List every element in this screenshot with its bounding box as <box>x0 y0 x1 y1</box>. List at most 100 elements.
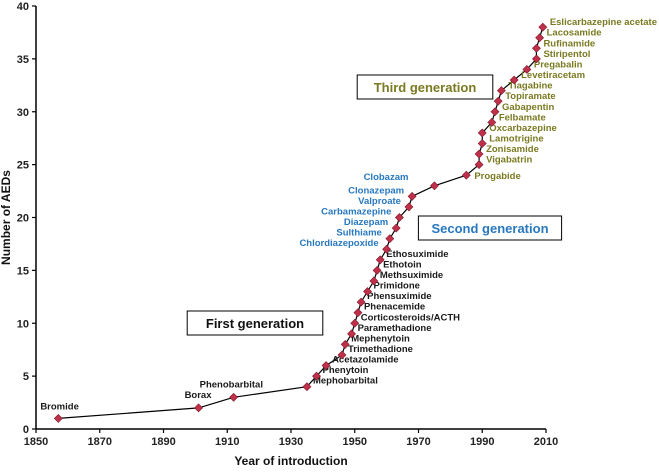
data-point-marker <box>312 371 321 381</box>
data-point-label: Paramethadione <box>358 323 432 334</box>
generation-label: Second generation <box>431 221 548 236</box>
data-point-marker <box>461 170 471 180</box>
data-point-label: Clonazepam <box>348 185 404 196</box>
data-point-marker <box>490 107 500 117</box>
data-point-label: Chlordiazepoxide <box>299 238 378 249</box>
data-point-label: Acetazolamide <box>332 355 399 366</box>
data-point-label: Phenytoin <box>323 365 369 376</box>
x-tick-label: 2010 <box>534 436 558 448</box>
generation-label: First generation <box>206 316 304 331</box>
data-point-marker <box>394 213 404 222</box>
data-point-label: Pregabalin <box>534 59 583 70</box>
generation-annotation: Second generation <box>417 215 563 241</box>
data-point-label: Lacosamide <box>547 28 602 39</box>
data-point-label: Ethotoin <box>383 259 422 270</box>
x-axis-title: Year of introduction <box>234 454 347 468</box>
data-point-marker <box>194 403 203 413</box>
data-point-label: Valproate <box>358 196 401 207</box>
y-tick-label: 0 <box>23 424 29 436</box>
data-point-label: Corticosteroids/ACTH <box>361 312 460 323</box>
data-point-label: Zonisamide <box>486 144 539 155</box>
data-point-marker <box>407 191 417 201</box>
data-point-marker <box>538 22 548 32</box>
y-axis-title: Number of AEDs <box>0 170 13 265</box>
data-point-label: Primidone <box>374 281 420 292</box>
data-point-label: Oxcarbazepine <box>489 123 557 134</box>
x-tick-label: 1970 <box>406 436 430 448</box>
data-point-marker <box>474 160 484 170</box>
y-tick-label: 25 <box>17 160 29 172</box>
y-tick-label: 35 <box>17 54 29 66</box>
y-tick-label: 40 <box>17 1 29 13</box>
x-tick-label: 1870 <box>88 436 112 448</box>
data-point-label: Ethosuximide <box>386 249 448 260</box>
data-point-marker <box>477 128 487 138</box>
data-point-marker <box>337 350 347 360</box>
generation-label-box <box>417 215 563 241</box>
y-tick-label: 20 <box>17 213 29 225</box>
data-point-marker <box>353 308 363 318</box>
data-point-marker <box>391 223 401 233</box>
data-point-label: Mephobarbital <box>313 376 378 387</box>
data-point-marker <box>302 382 312 392</box>
data-point-label: Sulthiame <box>336 228 381 239</box>
generation-label: Third generation <box>374 80 477 95</box>
data-point-label: Phenobarbital <box>200 379 263 390</box>
data-point-label: Mephenytoin <box>351 333 410 344</box>
x-tick-label: 1910 <box>215 436 239 448</box>
generation-annotation: Third generation <box>356 74 494 100</box>
y-tick-label: 30 <box>17 107 29 119</box>
y-tick-label: 10 <box>17 318 29 330</box>
data-point-marker <box>350 318 360 328</box>
data-point-label: Tiagabine <box>508 81 552 92</box>
generation-annotation: First generation <box>186 310 324 336</box>
data-point-marker <box>375 255 385 265</box>
x-tick-label: 1930 <box>279 436 303 448</box>
x-tick-label: 1990 <box>470 436 494 448</box>
data-point-label: Eslicarbazepine acetate <box>550 17 657 28</box>
data-point-label: Levetiracetam <box>521 70 585 81</box>
data-point-marker <box>493 96 503 106</box>
data-point-marker <box>532 54 541 64</box>
y-tick-label: 5 <box>23 371 29 383</box>
data-point-label: Progabide <box>474 171 520 182</box>
data-point-marker <box>347 329 356 339</box>
data-point-marker <box>430 181 439 191</box>
data-point-label: Carbamazepine <box>321 207 391 218</box>
data-point-marker <box>532 43 541 53</box>
generation-label-box <box>186 310 324 336</box>
data-point-label: Gabapentin <box>502 102 554 113</box>
y-tick-label: 15 <box>17 265 29 277</box>
data-point-label: Clobazam <box>364 172 409 183</box>
data-point-label: Felbamate <box>499 112 546 123</box>
data-point-marker <box>369 276 379 286</box>
data-point-marker <box>385 234 395 244</box>
data-point-label: Borax <box>185 390 213 401</box>
data-point-label: Diazepam <box>344 217 388 228</box>
data-point-label: Bromide <box>40 401 79 412</box>
x-tick-label: 1950 <box>343 436 367 448</box>
data-point-label: Lamotrigine <box>489 133 543 144</box>
x-tick-label: 1850 <box>24 436 48 448</box>
data-point-marker <box>363 287 372 296</box>
data-point-marker <box>229 392 239 402</box>
data-point-label: Topiramate <box>505 91 556 102</box>
data-point-marker <box>496 86 506 96</box>
data-point-marker <box>356 297 366 307</box>
data-point-label: Trimethadione <box>348 344 413 355</box>
data-point-marker <box>535 33 545 43</box>
data-point-label: Vigabatrin <box>486 155 532 166</box>
data-point-marker <box>53 414 63 423</box>
data-point-label: Stiripentol <box>543 49 590 60</box>
data-point-marker <box>487 117 497 127</box>
data-point-label: Phenacemide <box>364 302 425 313</box>
data-point-marker <box>321 361 331 370</box>
data-point-marker <box>340 339 350 349</box>
data-point-marker <box>522 65 532 74</box>
data-point-label: Methsuximide <box>380 270 443 281</box>
data-point-marker <box>372 265 382 275</box>
data-point-label: Rufinamide <box>543 38 595 49</box>
data-point-marker <box>477 139 487 148</box>
